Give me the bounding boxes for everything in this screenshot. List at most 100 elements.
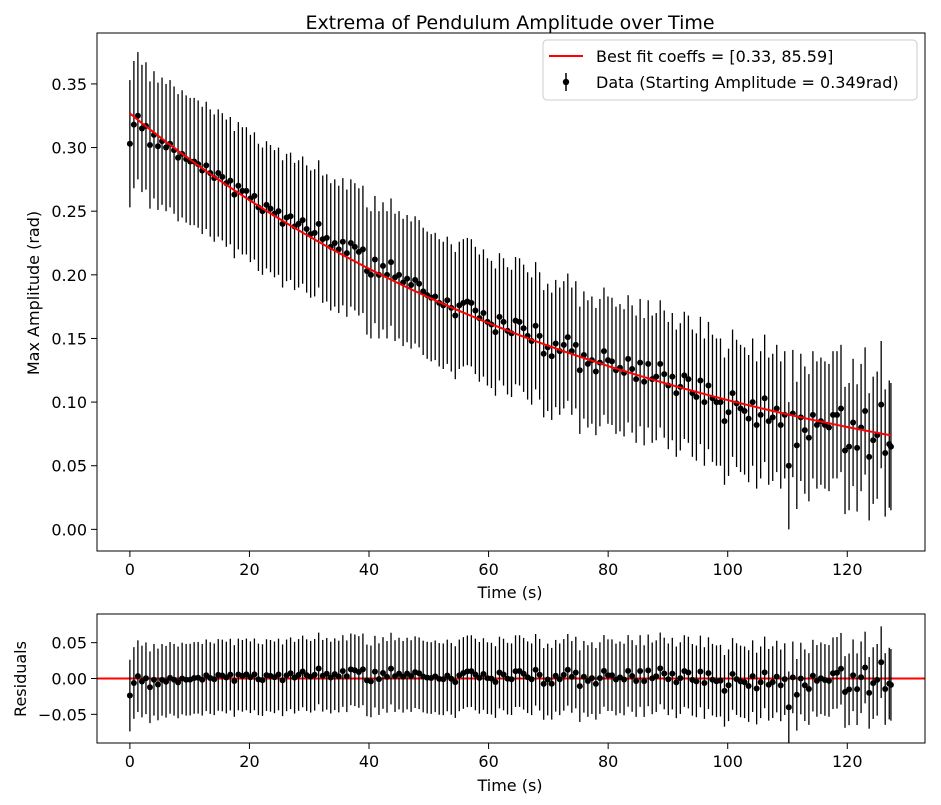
residual-point	[862, 664, 869, 671]
residual-point	[552, 672, 559, 679]
data-point	[130, 121, 137, 128]
residual-point	[870, 680, 877, 687]
data-point	[592, 368, 599, 375]
residual-point	[858, 674, 865, 681]
data-point	[564, 334, 571, 341]
data-point	[813, 422, 820, 428]
residual-point	[705, 670, 712, 677]
residual-point	[448, 675, 455, 682]
residual-point	[608, 672, 615, 679]
data-point	[681, 372, 688, 379]
residual-point	[568, 673, 575, 680]
data-point	[745, 415, 752, 422]
data-point	[367, 271, 374, 278]
residual-point	[126, 692, 133, 699]
residual-point	[536, 671, 543, 678]
data-point	[343, 250, 350, 257]
data-point	[584, 360, 591, 367]
data-point	[866, 453, 873, 460]
residual-point	[805, 686, 812, 693]
residual-x-axis-label: Time (s)	[476, 776, 542, 795]
residual-point	[231, 677, 238, 684]
residual-point	[476, 674, 483, 681]
residual-point	[621, 676, 628, 683]
residual-point	[154, 681, 161, 688]
data-point	[219, 173, 226, 180]
residual-point	[874, 676, 881, 683]
residual-point	[520, 670, 527, 677]
residual-point	[773, 673, 780, 680]
data-point	[163, 144, 170, 151]
x-tick-label: 40	[359, 560, 379, 579]
residual-point	[572, 669, 579, 676]
residual-point	[789, 674, 796, 681]
data-point	[838, 405, 845, 412]
data-point	[146, 142, 153, 148]
x-tick-label: 60	[478, 752, 498, 771]
data-point	[468, 299, 475, 306]
data-point	[580, 352, 587, 358]
residual-point	[311, 671, 318, 678]
residual-point	[444, 672, 451, 679]
residual-point	[661, 670, 668, 677]
data-point	[267, 205, 274, 212]
data-point	[701, 399, 708, 406]
data-point	[661, 371, 668, 378]
data-point	[625, 355, 632, 362]
residual-point	[769, 679, 776, 686]
data-point	[203, 162, 210, 169]
residual-point	[753, 685, 760, 692]
residual-point	[146, 684, 153, 691]
residual-point	[251, 671, 258, 678]
y-tick-label: 0.05	[51, 457, 87, 476]
data-point	[323, 234, 330, 241]
data-point	[500, 318, 507, 325]
residual-point	[275, 671, 282, 678]
residual-point	[588, 675, 595, 682]
data-point	[693, 394, 700, 400]
residual-point	[673, 679, 680, 686]
x-tick-label: 40	[359, 752, 379, 771]
residual-point	[838, 665, 845, 672]
data-point	[600, 348, 607, 355]
residual-point	[846, 686, 853, 693]
data-point	[295, 220, 302, 227]
residual-point	[339, 668, 346, 675]
residual-point	[761, 669, 768, 676]
main-fit-line	[129, 112, 892, 437]
x-tick-label: 0	[125, 752, 135, 771]
data-point	[311, 229, 318, 236]
residual-point	[532, 666, 539, 673]
data-point	[653, 373, 660, 380]
residual-point	[781, 676, 788, 683]
data-point	[251, 192, 258, 199]
data-point	[536, 332, 543, 339]
data-point	[444, 297, 451, 304]
residual-point	[653, 673, 660, 680]
residual-point	[725, 682, 732, 689]
legend-box	[542, 39, 918, 101]
residual-y-ticks: −0.05 0.00 0.05	[38, 634, 97, 724]
residual-y-axis-label: Residuals	[11, 641, 30, 717]
residual-point	[259, 677, 266, 684]
data-point	[335, 246, 342, 253]
data-point	[416, 280, 423, 287]
data-point	[371, 256, 378, 263]
data-point	[315, 220, 322, 227]
residual-point	[741, 679, 748, 686]
main-y-ticks: 0.00 0.05 0.10 0.15 0.20 0.25 0.30 0.35	[51, 75, 97, 539]
residual-point	[371, 668, 378, 675]
residual-point	[492, 679, 499, 686]
residual-point	[717, 677, 724, 684]
data-point	[231, 191, 238, 198]
residual-point	[488, 675, 495, 682]
x-tick-label: 20	[239, 752, 259, 771]
residual-point	[878, 659, 885, 666]
data-point	[576, 367, 583, 374]
data-point	[669, 373, 676, 380]
residual-point	[199, 676, 206, 683]
residual-point	[380, 669, 387, 676]
residual-point	[809, 672, 816, 679]
data-point	[388, 259, 395, 266]
data-point	[560, 341, 567, 348]
